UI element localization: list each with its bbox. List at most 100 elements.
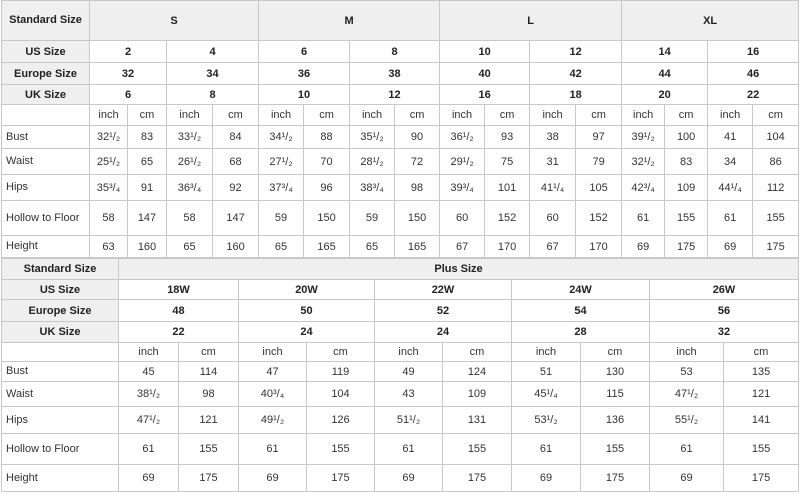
size-value: 18 <box>529 84 623 105</box>
size-value: 8 <box>165 84 260 105</box>
measurement: 90 <box>394 125 441 149</box>
measurement: 97 <box>575 125 623 149</box>
unit-label: cm <box>722 342 800 362</box>
unit-label: cm <box>306 342 375 362</box>
measurement: 47¹/₂ <box>118 406 179 434</box>
size-value: 42 <box>529 62 623 85</box>
size-value: 56 <box>648 299 800 322</box>
measurement: 160 <box>127 235 167 258</box>
size-value: 22 <box>118 321 239 343</box>
table-row: Waist 25¹/₂ 65 26¹/₂ 68 27¹/₂ 70 28¹/₂ 72 29¹/₂ 75… <box>1 148 800 175</box>
size-value: 32 <box>89 62 167 85</box>
unit-label: cm <box>394 104 441 126</box>
unit-label: cm <box>442 342 512 362</box>
measurement: 84 <box>211 125 260 149</box>
measurement: 65 <box>127 148 167 175</box>
row-label: Height <box>1 464 119 492</box>
measurement: 150 <box>394 200 441 236</box>
table-row: Hollow to Floor 58 147 58 147 59 150 59 150 60 152… <box>1 200 800 236</box>
size-value: 26W <box>648 279 800 300</box>
measurement: 34 <box>707 148 754 175</box>
row-label: Hips <box>1 406 119 434</box>
size-value: 32 <box>648 321 800 343</box>
size-value: 6 <box>89 84 167 105</box>
measurement: 130 <box>580 361 650 382</box>
size-value: 14 <box>621 40 709 63</box>
measurement: 61 <box>118 433 179 465</box>
table-row: inch cm inch cm inch cm inch cm inch cm inch cm inch… <box>1 104 800 126</box>
measurement: 31 <box>529 148 577 175</box>
measurement: 96 <box>303 174 351 201</box>
size-value: 44 <box>621 62 709 85</box>
row-label: Hollow to Floor <box>1 433 119 465</box>
unit-label: inch <box>238 342 307 362</box>
measurement: 65 <box>349 235 396 258</box>
size-value: 4 <box>165 40 260 63</box>
unit-label: inch <box>118 342 179 362</box>
table-row: Height 69 175 69 175 69 175 69 175 69 175 <box>1 464 800 492</box>
size-group: Plus Size <box>117 258 800 280</box>
measurement: 121 <box>178 406 239 434</box>
row-label: Waist <box>1 381 119 407</box>
size-value: 46 <box>707 62 800 85</box>
measurement: 141 <box>722 406 800 434</box>
size-value: 6 <box>258 40 351 63</box>
table-row: Europe Size 32 34 36 38 40 42 44 46 <box>1 62 800 85</box>
row-label: US Size <box>1 40 90 63</box>
unit-label: inch <box>349 104 396 126</box>
unit-label: inch <box>621 104 666 126</box>
unit-label: cm <box>575 104 623 126</box>
table-row: US Size 18W 20W 22W 24W 26W <box>1 279 800 300</box>
table-row: Height 63 160 65 160 65 165 65 165 67 170 67 170 69 17… <box>1 235 800 258</box>
measurement: 69 <box>118 464 179 492</box>
header-label: Standard Size <box>1 0 90 41</box>
unit-label: cm <box>178 342 239 362</box>
size-value: 54 <box>511 299 650 322</box>
measurement: 150 <box>303 200 351 236</box>
measurement: 36¹/₂ <box>439 125 486 149</box>
unit-label: cm <box>127 104 167 126</box>
unit-label: inch <box>649 342 724 362</box>
measurement: 41¹/₄ <box>529 174 577 201</box>
measurement: 59 <box>349 200 396 236</box>
measurement: 155 <box>664 200 709 236</box>
measurement: 59 <box>258 200 305 236</box>
measurement: 170 <box>575 235 623 258</box>
size-group: XL <box>621 0 800 41</box>
unit-label: inch <box>258 104 305 126</box>
measurement: 40³/₄ <box>238 381 307 407</box>
measurement: 36³/₄ <box>166 174 213 201</box>
measurement: 160 <box>211 235 260 258</box>
measurement: 60 <box>439 200 486 236</box>
measurement: 35¹/₂ <box>349 125 396 149</box>
measurement: 38 <box>529 125 577 149</box>
measurement: 45¹/₄ <box>511 381 581 407</box>
measurement: 147 <box>211 200 260 236</box>
size-value: 18W <box>118 279 239 300</box>
measurement: 44¹/₄ <box>707 174 754 201</box>
measurement: 175 <box>306 464 375 492</box>
measurement: 136 <box>580 406 650 434</box>
row-label: Height <box>1 235 90 258</box>
measurement: 83 <box>127 125 167 149</box>
measurement: 53 <box>649 361 724 382</box>
size-value: 34 <box>165 62 260 85</box>
row-label: Bust <box>1 361 119 382</box>
measurement: 175 <box>580 464 650 492</box>
measurement: 69 <box>238 464 307 492</box>
row-label: Hips <box>1 174 90 201</box>
measurement: 115 <box>580 381 650 407</box>
measurement: 39¹/₂ <box>621 125 666 149</box>
measurement: 98 <box>178 381 239 407</box>
blank-cell <box>1 342 119 362</box>
table-row: Standard Size S M L XL <box>1 0 800 41</box>
size-value: 52 <box>374 299 512 322</box>
measurement: 32¹/₂ <box>89 125 128 149</box>
measurement: 69 <box>649 464 724 492</box>
unit-label: cm <box>303 104 351 126</box>
blank-cell <box>1 104 90 126</box>
size-group: L <box>439 0 623 41</box>
measurement: 69 <box>621 235 666 258</box>
size-value: 8 <box>349 40 441 63</box>
unit-label: inch <box>374 342 443 362</box>
